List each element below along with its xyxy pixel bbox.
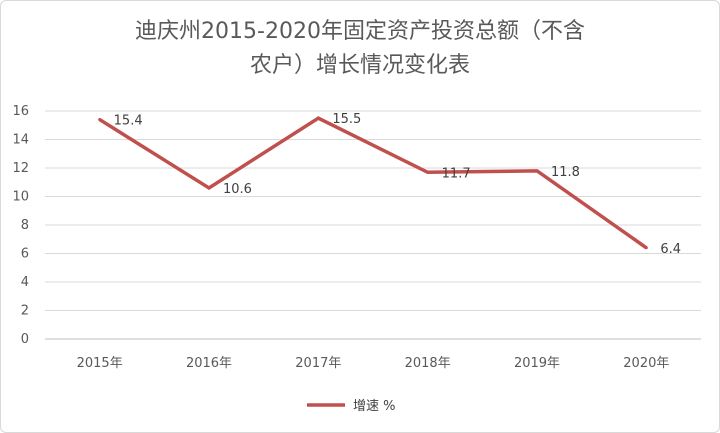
y-tick-label-2: 4 — [21, 275, 29, 290]
data-point-1 — [207, 186, 211, 190]
legend-label: 增速 % — [353, 399, 396, 414]
data-label-0: 15.4 — [114, 114, 143, 129]
y-tick-label-0: 0 — [21, 332, 29, 347]
series-line-0 — [98, 116, 648, 250]
x-tick-label-0: 2015年 — [77, 356, 123, 371]
y-tick-label-1: 2 — [21, 304, 29, 319]
data-point-5 — [644, 246, 648, 250]
y-tick-label-3: 6 — [21, 247, 29, 262]
data-label-4: 11.8 — [551, 165, 580, 180]
data-label-3: 11.7 — [442, 166, 471, 181]
x-tick-label-5: 2020年 — [623, 356, 669, 371]
x-tick-label-2: 2017年 — [295, 356, 341, 371]
data-point-3 — [426, 170, 430, 174]
data-label-1: 10.6 — [223, 182, 252, 197]
data-point-0 — [98, 118, 102, 122]
y-tick-label-7: 14 — [12, 133, 29, 148]
data-point-2 — [316, 116, 320, 120]
data-label-5: 6.4 — [660, 242, 681, 257]
chart-title-line2: 农户）增长情况变化表 — [249, 53, 470, 78]
chart-title: 迪庆州2015-2020年固定资产投资总额（不含 农户）增长情况变化表 — [1, 15, 719, 83]
x-tick-label-4: 2019年 — [514, 356, 560, 371]
y-tick-label-5: 10 — [12, 190, 29, 205]
y-tick-label-8: 16 — [12, 104, 29, 119]
chart-title-line1: 迪庆州2015-2020年固定资产投资总额（不含 — [135, 19, 585, 44]
data-label-2: 15.5 — [332, 112, 361, 127]
y-tick-label-6: 12 — [12, 161, 29, 176]
x-tick-label-3: 2018年 — [405, 356, 451, 371]
data-point-4 — [535, 169, 539, 173]
x-tick-label-1: 2016年 — [186, 356, 232, 371]
y-tick-label-4: 8 — [21, 218, 29, 233]
